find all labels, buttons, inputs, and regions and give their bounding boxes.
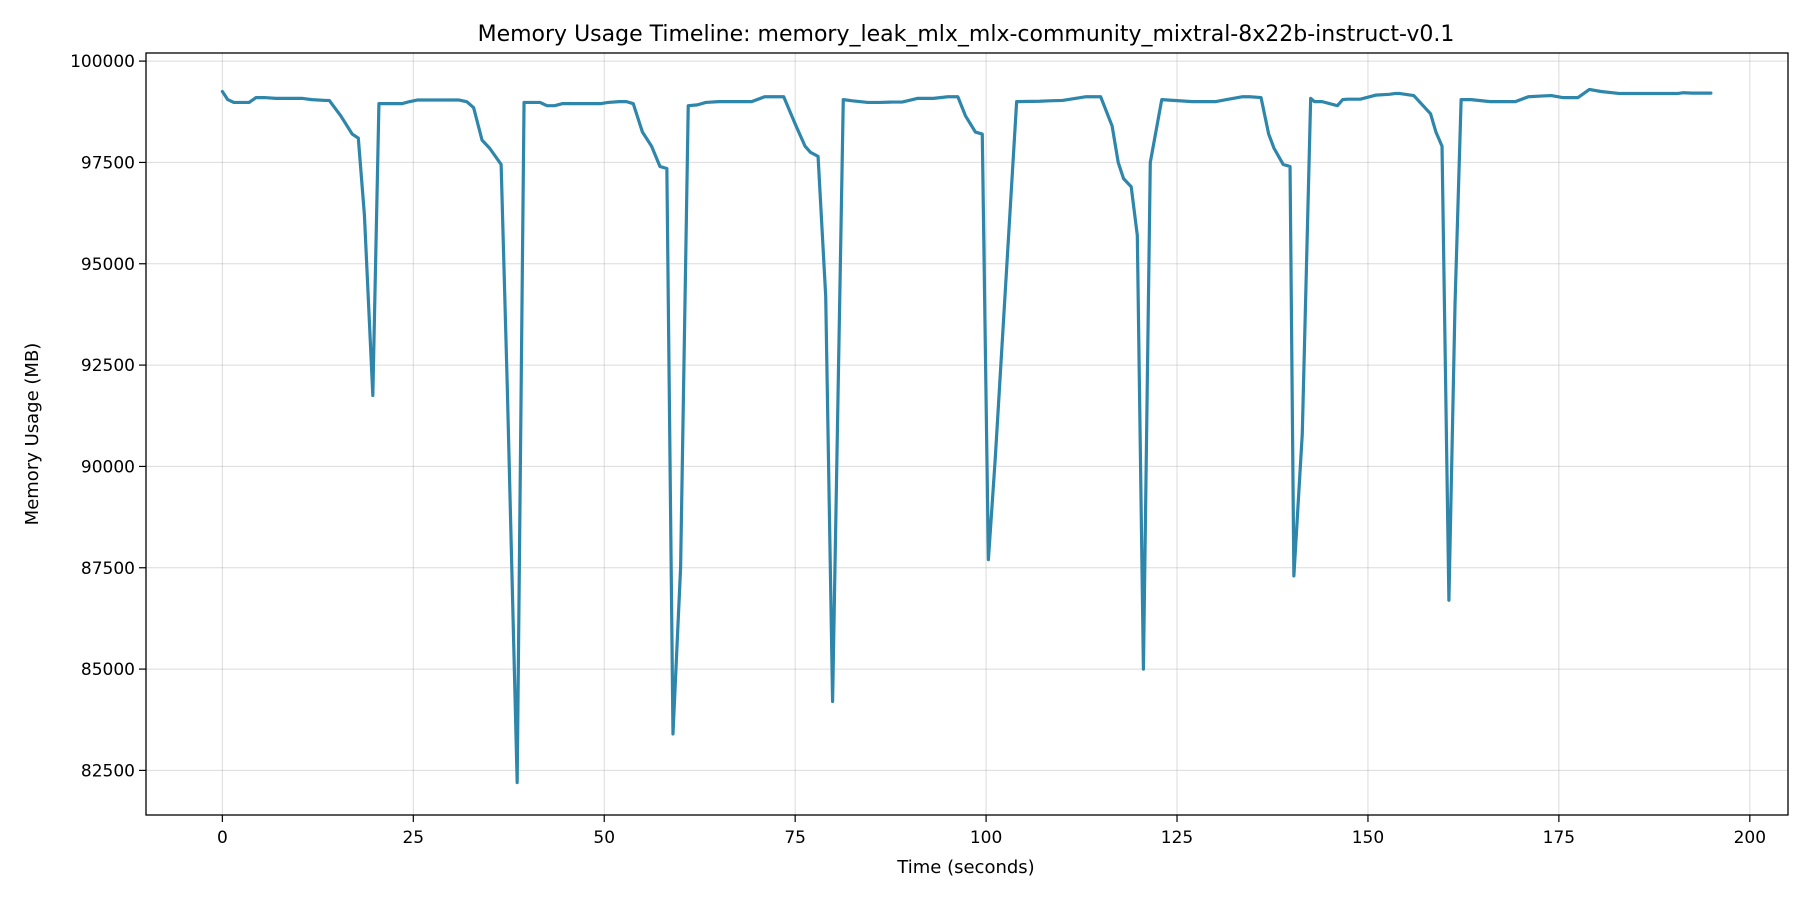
y-tick-label: 97500 (81, 153, 135, 173)
y-tick-label: 85000 (81, 660, 135, 680)
chart-title: Memory Usage Timeline: memory_leak_mlx_m… (478, 22, 1455, 47)
x-tick-label: 25 (402, 828, 424, 848)
y-tick-label: 100000 (70, 52, 135, 72)
x-axis-label: Time (seconds) (896, 857, 1034, 878)
plot-area-frame (145, 52, 1789, 816)
y-tick-label: 92500 (81, 356, 135, 376)
x-tick-label: 75 (784, 828, 806, 848)
x-tick-label: 150 (1352, 828, 1384, 848)
y-axis-label: Memory Usage (MB) (22, 343, 43, 526)
x-tick-label: 100 (970, 828, 1002, 848)
memory-usage-series-line (220, 87, 1713, 785)
x-tick-label: 50 (593, 828, 615, 848)
y-axis: 82500 85000 87500 90000 92500 95000 97500 10000… (70, 52, 146, 781)
x-tick-label: 175 (1543, 828, 1575, 848)
grid-layer (146, 53, 1788, 815)
x-tick-label: 200 (1734, 828, 1766, 848)
series-layer (220, 87, 1713, 785)
x-tick-label: 125 (1161, 828, 1193, 848)
x-axis: 0 25 50 75 100 125 150 175 200 (217, 815, 1766, 848)
y-tick-label: 87500 (81, 559, 135, 579)
y-tick-label: 82500 (81, 761, 135, 781)
y-tick-label: 95000 (81, 255, 135, 275)
x-tick-label: 0 (217, 828, 228, 848)
y-tick-label: 90000 (81, 457, 135, 477)
